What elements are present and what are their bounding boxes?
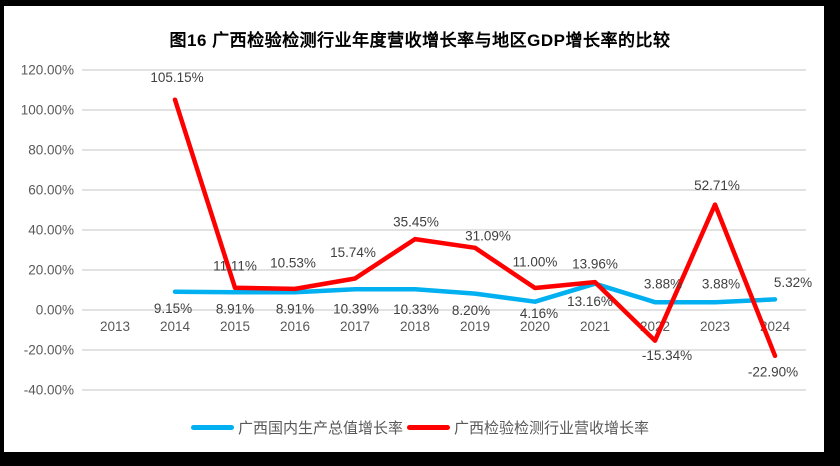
legend-label-gdp: 广西国内生产总值增长率	[237, 420, 403, 437]
y-tick-label: 120.00%	[21, 63, 74, 78]
x-tick-label: 2019	[460, 319, 490, 334]
revenue-data-label: -22.90%	[748, 364, 798, 379]
chart-title: 图16 广西检验检测行业年度营收增长率与地区GDP增长率的比较	[169, 31, 671, 50]
x-tick-label: 2017	[340, 319, 370, 334]
gdp-data-label: 8.20%	[452, 303, 490, 318]
revenue-data-label: 52.71%	[694, 178, 740, 193]
gdp-data-label: 13.16%	[567, 294, 613, 309]
x-tick-label: 2024	[760, 319, 791, 334]
gdp-data-label: 10.39%	[333, 302, 379, 317]
y-tick-label: 60.00%	[28, 183, 74, 198]
revenue-data-label: 15.74%	[330, 245, 376, 260]
revenue-data-label: -15.34%	[642, 348, 692, 363]
y-tick-label: -40.00%	[24, 383, 74, 398]
gdp-growth-line	[172, 281, 778, 305]
x-tick-label: 2015	[220, 319, 250, 334]
revenue-data-label: 13.96%	[572, 257, 618, 272]
legend-item-gdp: 广西国内生产总值增长率	[190, 417, 403, 438]
y-tick-label: -20.00%	[24, 343, 74, 358]
gdp-data-label: 3.88%	[702, 277, 740, 292]
legend-item-revenue: 广西检验检测行业营收增长率	[407, 417, 649, 438]
revenue-data-label: 11.11%	[213, 258, 257, 273]
gdp-data-label: 8.91%	[216, 302, 254, 317]
gdp-data-label: 9.15%	[154, 301, 192, 316]
x-tick-label: 2014	[160, 319, 191, 334]
gdp-data-label: 8.91%	[276, 302, 314, 317]
revenue-line-swatch-icon	[407, 425, 450, 430]
y-tick-label: 20.00%	[28, 263, 74, 278]
revenue-data-label: 31.09%	[465, 228, 511, 243]
x-tick-label: 2021	[580, 319, 610, 334]
x-tick-label: 2023	[700, 319, 730, 334]
gdp-data-label: 5.32%	[774, 275, 812, 290]
y-tick-label: 0.00%	[36, 303, 74, 318]
legend-label-revenue: 广西检验检测行业营收增长率	[454, 420, 650, 437]
revenue-data-label: 35.45%	[393, 215, 439, 230]
revenue-data-label: 10.53%	[270, 255, 316, 270]
revenue-data-label: 11.00%	[513, 255, 558, 270]
x-tick-label: 2016	[280, 319, 310, 334]
gdp-line-swatch-icon	[190, 425, 234, 430]
y-tick-label: 100.00%	[21, 103, 74, 118]
gdp-data-label: 3.88%	[644, 277, 682, 292]
gdp-data-label: 4.16%	[520, 306, 558, 321]
revenue-growth-line	[172, 97, 778, 359]
y-tick-label: 80.00%	[28, 143, 74, 158]
y-tick-label: 40.00%	[28, 223, 74, 238]
gdp-data-label: 10.33%	[393, 302, 439, 317]
x-tick-label: 2018	[400, 319, 430, 334]
x-tick-label: 2013	[100, 319, 130, 334]
chart-legend: 广西国内生产总值增长率 广西检验检测行业营收增长率	[0, 417, 840, 438]
chart-frame	[4, 6, 824, 452]
revenue-data-label: 105.15%	[150, 70, 203, 85]
x-tick-label: 2020	[520, 319, 550, 334]
